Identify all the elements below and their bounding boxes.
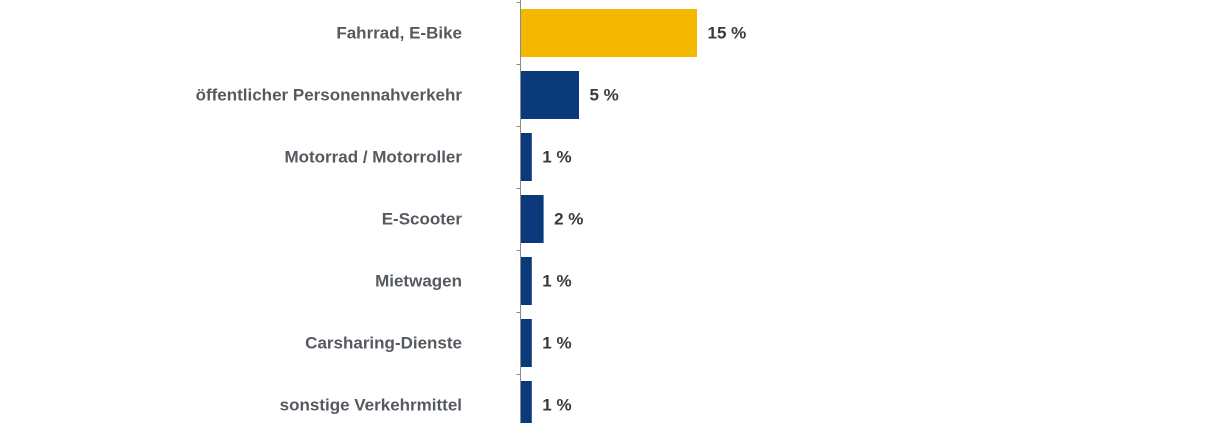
value-labels: 15 % 5 % 1 % 2 % 1 % 1 % 1 % (542, 24, 746, 415)
category-label: Carsharing-Dienste (305, 334, 462, 353)
value-label: 1 % (542, 334, 571, 353)
bar (520, 381, 532, 423)
category-label: öffentlicher Personennahverkehr (196, 86, 463, 105)
bar (520, 257, 532, 305)
category-label: E-Scooter (382, 210, 463, 229)
bar (520, 71, 579, 119)
category-labels: Fahrrad, E-Bike öffentlicher Personennahv… (196, 24, 463, 415)
bar (520, 133, 532, 181)
category-label: Motorrad / Motorroller (284, 148, 462, 167)
axis-ticks (516, 2, 521, 375)
bar (520, 319, 532, 367)
value-label: 1 % (542, 272, 571, 291)
value-label: 5 % (590, 86, 619, 105)
value-label: 1 % (542, 148, 571, 167)
bar (520, 9, 697, 57)
value-label: 2 % (554, 210, 583, 229)
category-label: Fahrrad, E-Bike (336, 24, 462, 43)
value-label: 15 % (708, 24, 747, 43)
value-label: 1 % (542, 396, 571, 415)
bars (520, 9, 697, 423)
category-label: sonstige Verkehrmittel (280, 396, 462, 415)
category-label: Mietwagen (375, 272, 462, 291)
bar (520, 195, 544, 243)
